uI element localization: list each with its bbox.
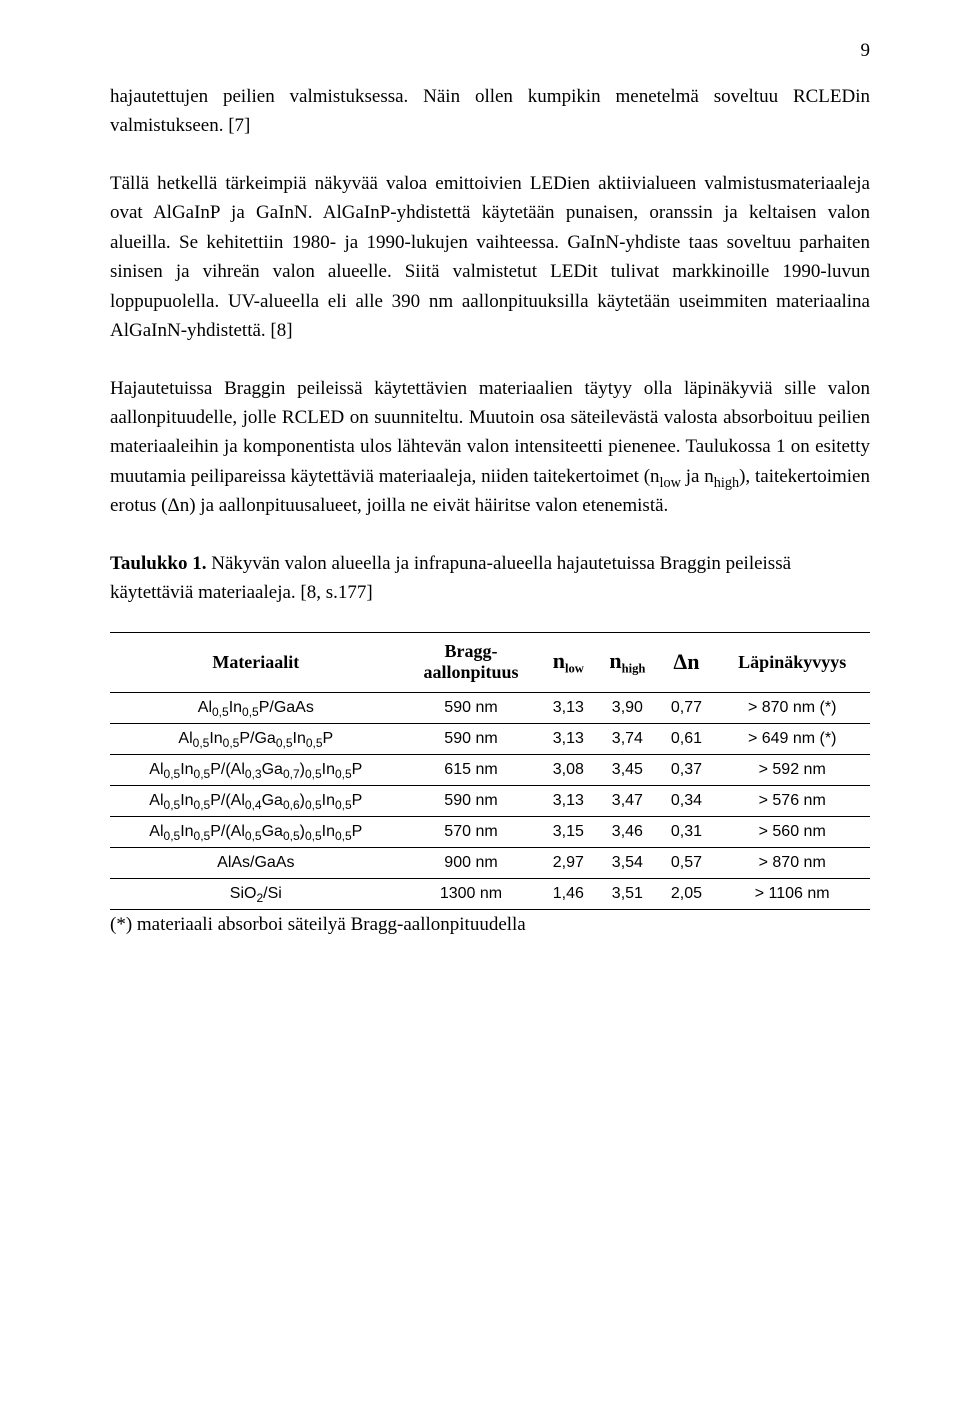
cell-nhigh: 3,46 (596, 816, 658, 847)
table-body: Al0,5In0,5P/GaAs590 nm3,133,900,77> 870 … (110, 692, 870, 909)
cell-dn: 0,34 (659, 785, 715, 816)
cell-trans: > 592 nm (714, 754, 870, 785)
cell-wavelength: 590 nm (402, 723, 541, 754)
table-row: Al0,5In0,5P/GaAs590 nm3,133,900,77> 870 … (110, 692, 870, 723)
th-trans: Läpinäkyvyys (714, 632, 870, 692)
table-row: Al0,5In0,5P/(Al0,3Ga0,7)0,5In0,5P615 nm3… (110, 754, 870, 785)
cell-nhigh: 3,51 (596, 878, 658, 909)
cell-material: SiO2/Si (110, 878, 402, 909)
cell-material: Al0,5In0,5P/GaAs (110, 692, 402, 723)
cell-wavelength: 570 nm (402, 816, 541, 847)
table-row: AlAs/GaAs900 nm2,973,540,57> 870 nm (110, 847, 870, 878)
table-header-row: Materiaalit Bragg- aallonpituus nlow nhi… (110, 632, 870, 692)
cell-nlow: 1,46 (540, 878, 596, 909)
th-nhigh-sym: n (609, 648, 621, 673)
paragraph-3: Hajautetuissa Braggin peileissä käytettä… (110, 374, 870, 521)
cell-material: AlAs/GaAs (110, 847, 402, 878)
para3-sub-high: high (714, 475, 739, 491)
table-caption: Taulukko 1. Näkyvän valon alueella ja in… (110, 549, 870, 608)
cell-nhigh: 3,54 (596, 847, 658, 878)
table-row: Al0,5In0,5P/Ga0,5In0,5P590 nm3,133,740,6… (110, 723, 870, 754)
cell-nlow: 3,13 (540, 692, 596, 723)
th-material: Materiaalit (110, 632, 402, 692)
table-row: Al0,5In0,5P/(Al0,4Ga0,6)0,5In0,5P590 nm3… (110, 785, 870, 816)
th-bragg-l2: aallonpituus (408, 662, 535, 684)
cell-nlow: 2,97 (540, 847, 596, 878)
th-dn: Δn (659, 632, 715, 692)
table-caption-bold: Taulukko 1. (110, 553, 206, 574)
th-nlow-sym: n (553, 648, 565, 673)
cell-nlow: 3,13 (540, 723, 596, 754)
cell-wavelength: 900 nm (402, 847, 541, 878)
th-nhigh-sub: high (622, 661, 646, 675)
cell-trans: > 870 nm (*) (714, 692, 870, 723)
cell-nhigh: 3,45 (596, 754, 658, 785)
para3-part-b: ja n (681, 466, 714, 487)
cell-trans: > 560 nm (714, 816, 870, 847)
cell-dn: 0,31 (659, 816, 715, 847)
cell-material: Al0,5In0,5P/(Al0,4Ga0,6)0,5In0,5P (110, 785, 402, 816)
cell-wavelength: 1300 nm (402, 878, 541, 909)
cell-wavelength: 615 nm (402, 754, 541, 785)
page-number: 9 (110, 40, 870, 62)
th-nlow-sub: low (565, 661, 584, 675)
th-bragg: Bragg- aallonpituus (402, 632, 541, 692)
cell-nlow: 3,08 (540, 754, 596, 785)
table-row: SiO2/Si1300 nm1,463,512,05> 1106 nm (110, 878, 870, 909)
materials-table: Materiaalit Bragg- aallonpituus nlow nhi… (110, 632, 870, 910)
th-nhigh: nhigh (596, 632, 658, 692)
cell-nhigh: 3,74 (596, 723, 658, 754)
table-footnote: (*) materiaali absorboi säteilyä Bragg-a… (110, 914, 870, 936)
th-nlow: nlow (540, 632, 596, 692)
cell-nlow: 3,13 (540, 785, 596, 816)
cell-nlow: 3,15 (540, 816, 596, 847)
cell-dn: 0,37 (659, 754, 715, 785)
cell-material: Al0,5In0,5P/(Al0,3Ga0,7)0,5In0,5P (110, 754, 402, 785)
cell-material: Al0,5In0,5P/(Al0,5Ga0,5)0,5In0,5P (110, 816, 402, 847)
cell-trans: > 576 nm (714, 785, 870, 816)
page-container: 9 hajautettujen peilien valmistuksessa. … (0, 0, 960, 996)
th-dn-sym: Δn (673, 649, 699, 674)
cell-dn: 0,77 (659, 692, 715, 723)
cell-dn: 0,57 (659, 847, 715, 878)
cell-trans: > 649 nm (*) (714, 723, 870, 754)
cell-trans: > 1106 nm (714, 878, 870, 909)
paragraph-1: hajautettujen peilien valmistuksessa. Nä… (110, 82, 870, 141)
table-caption-rest: Näkyvän valon alueella ja infrapuna-alue… (110, 553, 791, 603)
th-bragg-l1: Bragg- (408, 641, 535, 663)
cell-nhigh: 3,47 (596, 785, 658, 816)
cell-dn: 0,61 (659, 723, 715, 754)
para3-sub-low: low (660, 475, 681, 491)
cell-dn: 2,05 (659, 878, 715, 909)
paragraph-2: Tällä hetkellä tärkeimpiä näkyvää valoa … (110, 169, 870, 346)
cell-wavelength: 590 nm (402, 785, 541, 816)
cell-material: Al0,5In0,5P/Ga0,5In0,5P (110, 723, 402, 754)
cell-wavelength: 590 nm (402, 692, 541, 723)
cell-nhigh: 3,90 (596, 692, 658, 723)
table-row: Al0,5In0,5P/(Al0,5Ga0,5)0,5In0,5P570 nm3… (110, 816, 870, 847)
cell-trans: > 870 nm (714, 847, 870, 878)
